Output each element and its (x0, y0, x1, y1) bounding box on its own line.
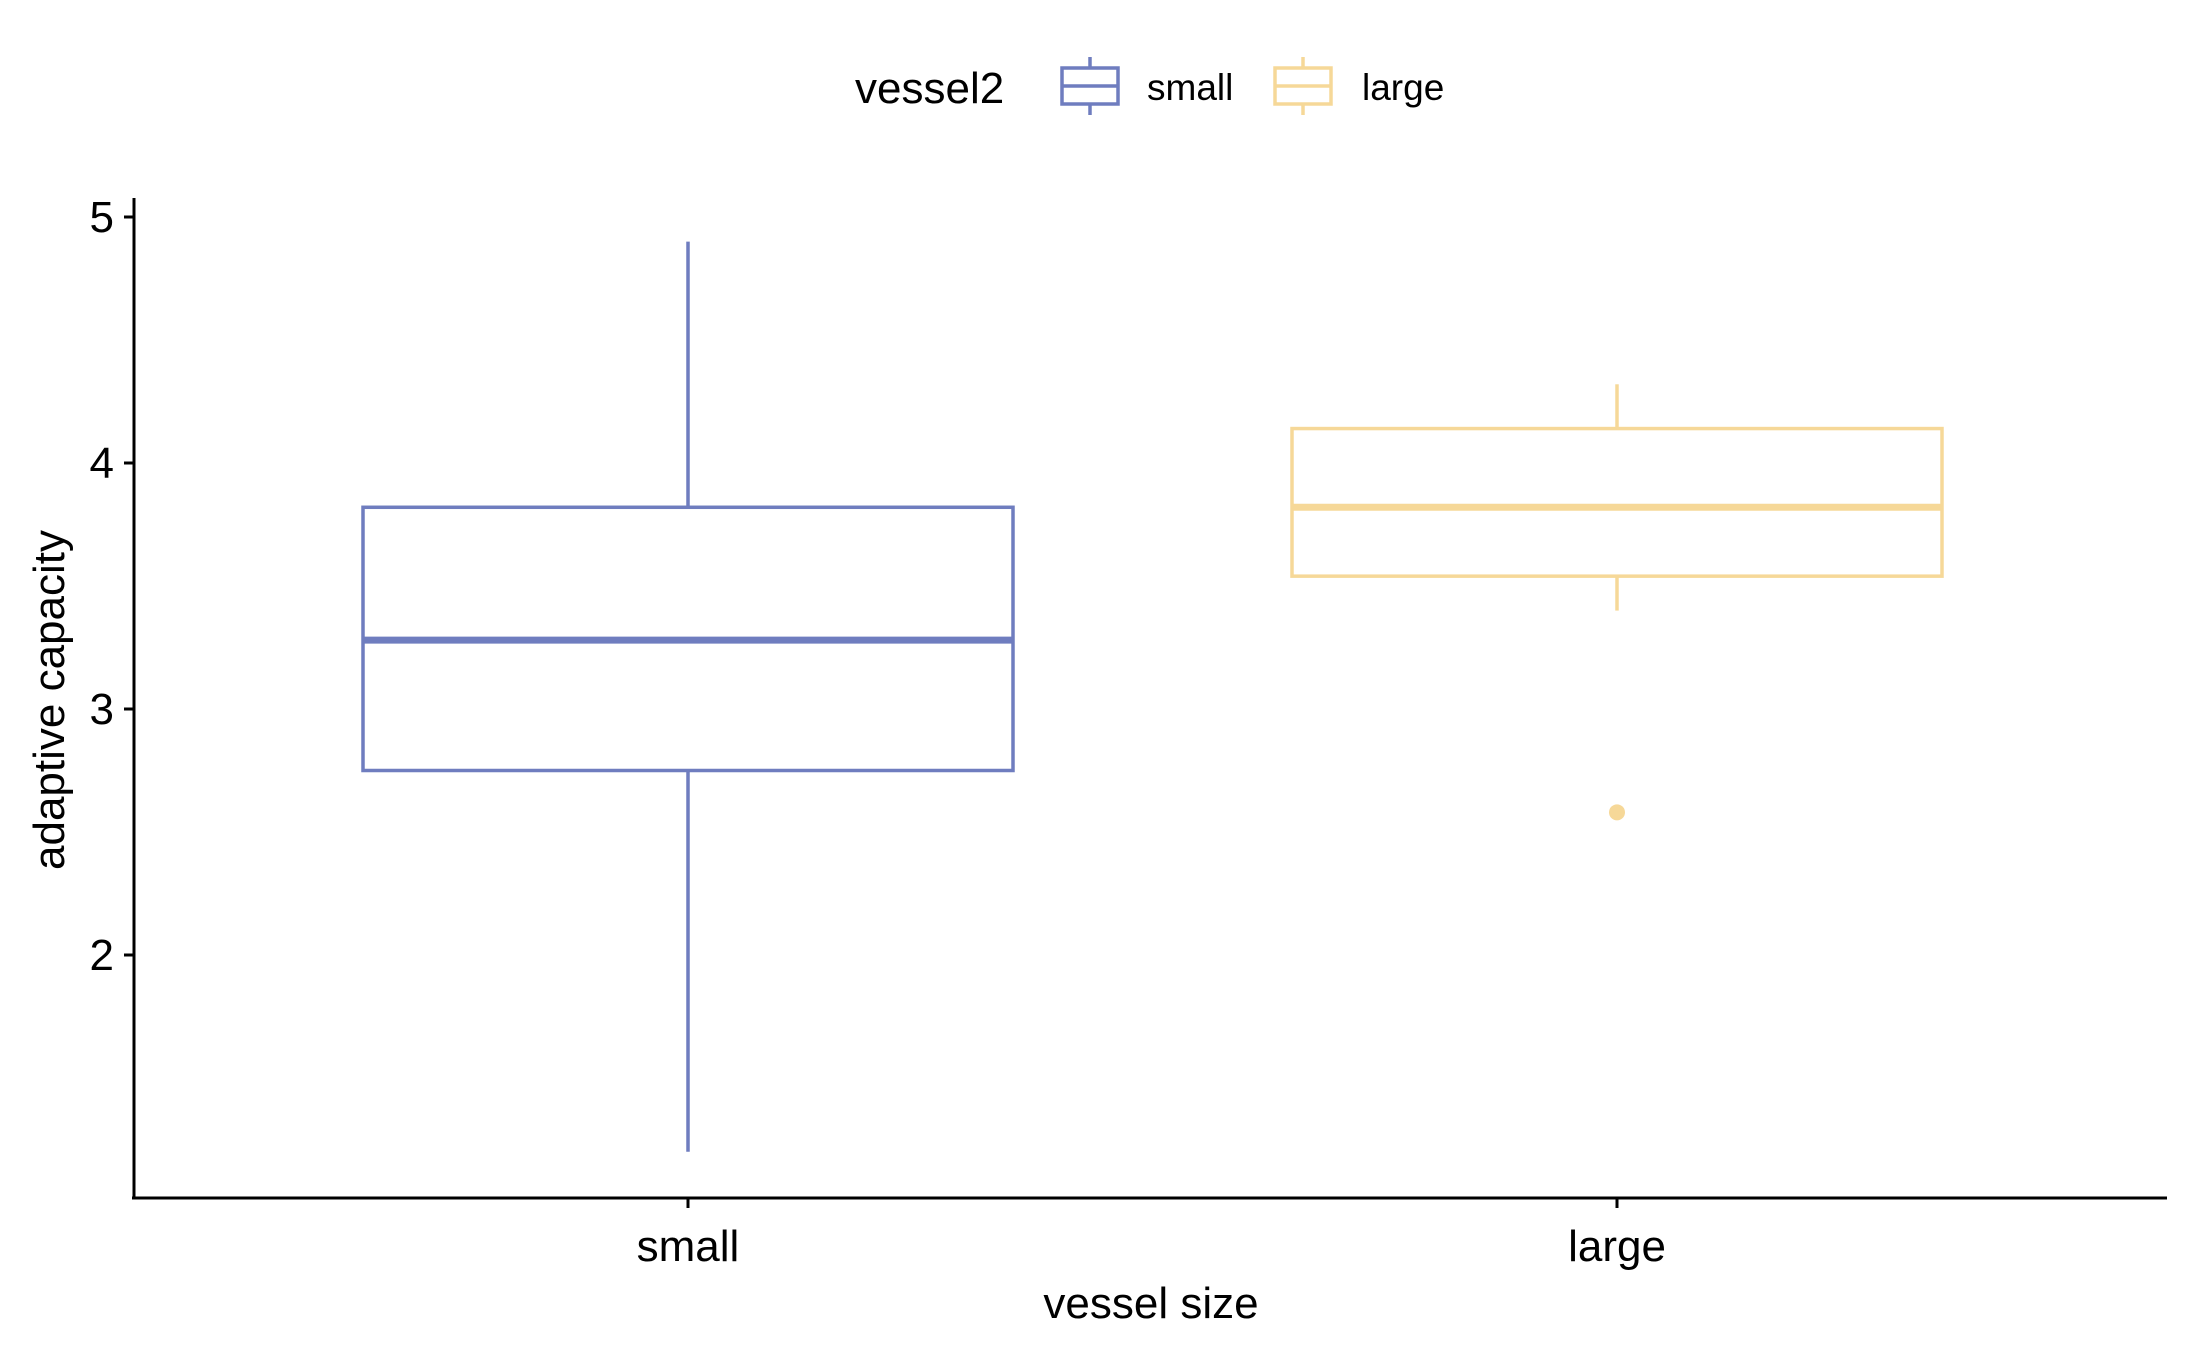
legend-key-small (1060, 57, 1120, 115)
legend-key-large (1273, 57, 1333, 115)
y-tick-label: 4 (90, 439, 114, 488)
y-axis-ticks: 2 3 4 5 (90, 193, 134, 980)
x-tick-label: large (1568, 1222, 1666, 1271)
x-tick-label: small (637, 1222, 740, 1271)
legend: vessel2 small large (855, 57, 1444, 115)
y-tick-label: 5 (90, 193, 114, 242)
box-small (361, 241, 1015, 1152)
plot-area (361, 241, 1944, 1152)
outlier-point (1609, 804, 1625, 821)
y-tick-label: 3 (90, 685, 114, 734)
x-axis-title: vessel size (1043, 1279, 1258, 1328)
y-axis-title: adaptive capacity (25, 530, 74, 870)
legend-label-large: large (1362, 67, 1444, 108)
x-axis-ticks: small large (637, 1198, 1666, 1271)
box-iqr (1290, 426, 1944, 578)
legend-title: vessel2 (855, 64, 1004, 113)
legend-label-small: small (1147, 67, 1233, 108)
y-tick-label: 2 (90, 931, 114, 980)
box-large (1290, 384, 1944, 821)
